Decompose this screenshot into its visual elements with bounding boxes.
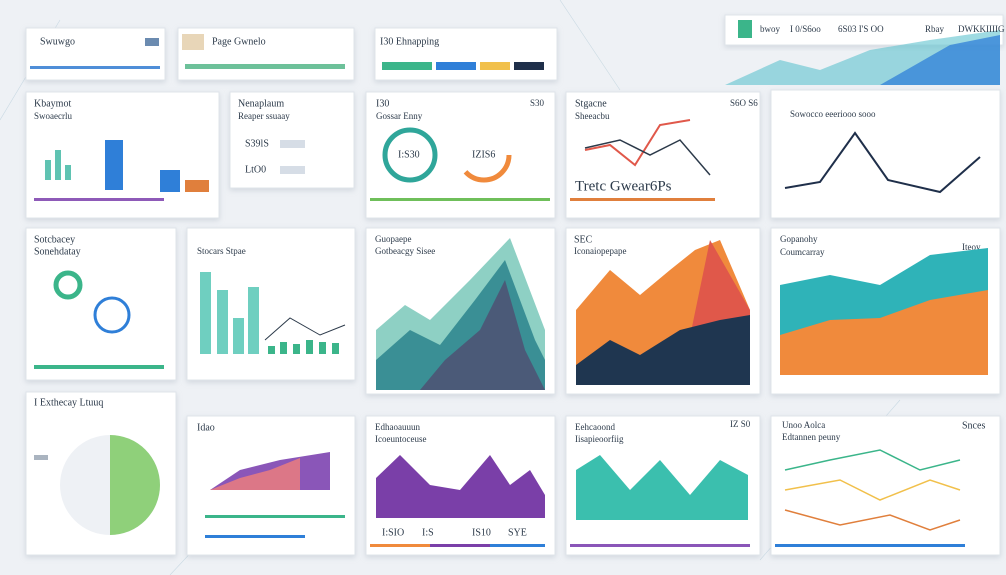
panel: I Exthecay Ltuuq	[25, 391, 177, 556]
panel-subtitle: Sonehdatay	[34, 246, 81, 257]
panel-subtitle: Iisapieoorfiig	[575, 434, 624, 444]
header-bar: bwoy I 0/S6oo 6S03 I'S OO Rbay DWKKIIIIG	[724, 14, 1005, 85]
header-item: DWKKIIIIG	[958, 24, 1005, 34]
panel-subtitle: Gossar Enny	[376, 111, 423, 121]
panel-title: I30	[376, 98, 389, 109]
panel: Swuwgo	[25, 27, 166, 81]
panel-subtitle: Sheeacbu	[575, 111, 610, 121]
panel-title: Sotcbacey	[34, 234, 75, 245]
panel-caption: Tretc Gwear6Ps	[575, 178, 672, 194]
header-item: 6S03 I'S OO	[838, 24, 884, 34]
panel: Gopanohy Coumcarray Iteoy	[770, 227, 1001, 395]
panel-subtitle: Icoeuntoceuse	[375, 434, 426, 444]
panel-label: I:SIO	[382, 527, 404, 538]
panel-title: Kbaymot	[34, 98, 71, 109]
panel-subtitle: Gotbeacgy Sisee	[375, 246, 435, 256]
panel: Unoo Aolca Edtannen peuny Snces	[770, 415, 1001, 556]
panel: Stgacne Sheeacbu S6O S6 Tretc Gwear6Ps	[565, 91, 761, 219]
panel-label: I:S30	[398, 149, 420, 160]
panel-tag: Iteoy	[962, 242, 981, 252]
panel-title: Idao	[197, 422, 215, 433]
panel: Nenaplaum Reaper ssuaay S39lS LtO0	[229, 91, 355, 189]
panel-label: LtO0	[245, 164, 266, 175]
panel: Stocars Stpae	[186, 227, 356, 381]
panel-label: S39lS	[245, 138, 269, 149]
panel: Kbaymot Swoaecrlu	[25, 91, 220, 219]
panel: Page Gwnelo	[177, 27, 355, 81]
panel: Sowocco eeeriooo sooo	[770, 89, 1001, 219]
panel-tag: S30	[530, 98, 545, 108]
panel-title: Stocars Stpae	[197, 246, 246, 256]
panel-title: Page Gwnelo	[212, 36, 266, 47]
header-item: bwoy	[760, 24, 780, 34]
header-item: I 0/S6oo	[790, 24, 821, 34]
panel: I30 Ehnapping	[374, 27, 558, 81]
panel: Eehcaoond Iisapieoorfiig IZ S0	[565, 415, 761, 556]
panel: Edhaoauuun Icoeuntoceuse I:SIO I:S IS10 …	[365, 415, 556, 556]
panel-tag: IZ S0	[730, 419, 751, 429]
panel-subtitle: Edtannen peuny	[782, 432, 841, 442]
panel-title: Stgacne	[575, 98, 607, 109]
panel-title: SEC	[574, 234, 593, 245]
header-item: Rbay	[925, 24, 944, 34]
panel-title: Swuwgo	[40, 36, 75, 47]
panel-title: Edhaoauuun	[375, 422, 420, 432]
panel-title: Sowocco eeeriooo sooo	[790, 109, 876, 119]
panel-title: Gopanohy	[780, 234, 818, 244]
panel-title: I30 Ehnapping	[380, 36, 439, 47]
panel-subtitle: Swoaecrlu	[34, 111, 72, 121]
panel-label: I:S	[422, 527, 434, 538]
panel-title: Nenaplaum	[238, 98, 284, 109]
panel: Idao	[186, 415, 356, 556]
panel-subtitle: Reaper ssuaay	[238, 111, 290, 121]
panel: Guopaepe Gotbeacgy Sisee	[365, 227, 556, 395]
panel-title: Unoo Aolca	[782, 420, 825, 430]
panel-tag: S6O S6	[730, 98, 758, 108]
panel-title: Guopaepe	[375, 234, 411, 244]
panel-title: Eehcaoond	[575, 422, 615, 432]
panel: Sotcbacey Sonehdatay	[25, 227, 177, 381]
panel: SEC Iconaiopepape	[565, 227, 761, 395]
panel: I30 Gossar Enny S30 I:S30 IZIS6	[365, 91, 556, 219]
panel-label: SYE	[508, 527, 527, 538]
panel-label: IZIS6	[472, 149, 495, 160]
panel-tag: Snces	[962, 420, 985, 431]
panel-title: I Exthecay Ltuuq	[34, 397, 103, 408]
panel-subtitle: Iconaiopepape	[574, 246, 626, 256]
panel-label: IS10	[472, 527, 491, 538]
panel-subtitle: Coumcarray	[780, 247, 825, 257]
